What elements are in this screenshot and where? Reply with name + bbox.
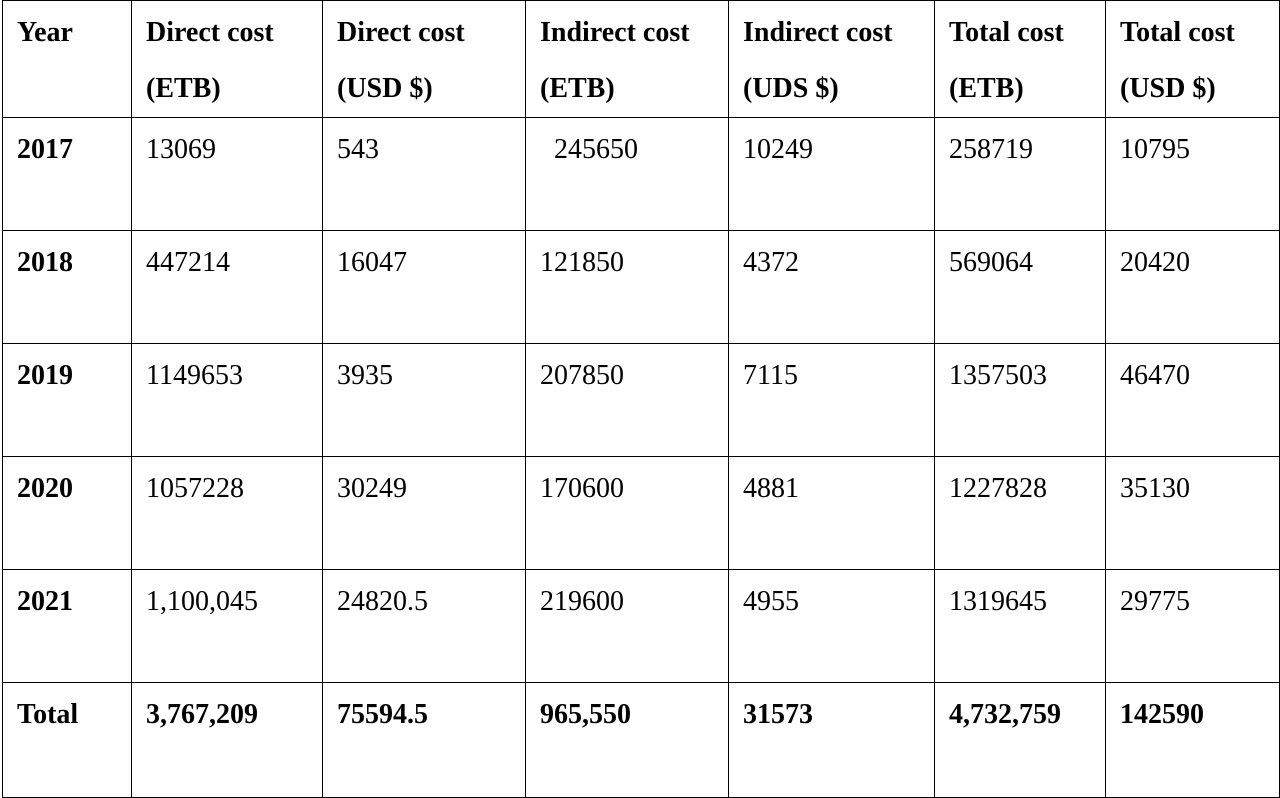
header-row: Year Direct cost (ETB) Direct cost (USD $)… bbox=[2, 0, 1280, 118]
table-row: 2020 1057228 30249 170600 4881 1227828 3… bbox=[2, 456, 1280, 570]
table-row: 2021 1,100,045 24820.5 219600 4955 13196… bbox=[2, 569, 1280, 683]
year-cell: 2021 bbox=[2, 569, 132, 683]
table-cell: 258719 bbox=[934, 117, 1106, 231]
table-cell: 35130 bbox=[1105, 456, 1280, 570]
table-cell: 4955 bbox=[728, 569, 935, 683]
table-cell: 13069 bbox=[131, 117, 323, 231]
header-total-cost-etb: Total cost (ETB) bbox=[934, 0, 1106, 118]
header-direct-cost-etb: Direct cost (ETB) bbox=[131, 0, 323, 118]
table-cell: 1057228 bbox=[131, 456, 323, 570]
header-direct-cost-usd: Direct cost (USD $) bbox=[322, 0, 526, 118]
table-cell: 207850 bbox=[525, 343, 729, 457]
table-cell: 4372 bbox=[728, 230, 935, 344]
table-cell: 3935 bbox=[322, 343, 526, 457]
table-cell: 1357503 bbox=[934, 343, 1106, 457]
header-indirect-cost-usd: Indirect cost (UDS $) bbox=[728, 0, 935, 118]
total-cell: 75594.5 bbox=[322, 682, 526, 798]
table-cell: 1227828 bbox=[934, 456, 1106, 570]
year-cell: 2018 bbox=[2, 230, 132, 344]
header-total-cost-usd: Total cost (USD $) bbox=[1105, 0, 1280, 118]
table-row: 2018 447214 16047 121850 4372 569064 204… bbox=[2, 230, 1280, 344]
table-cell: 30249 bbox=[322, 456, 526, 570]
total-label: Total bbox=[2, 682, 132, 798]
table-cell: 447214 bbox=[131, 230, 323, 344]
table-cell: 543 bbox=[322, 117, 526, 231]
table-cell: 1,100,045 bbox=[131, 569, 323, 683]
table-cell: 1149653 bbox=[131, 343, 323, 457]
header-indirect-cost-etb: Indirect cost (ETB) bbox=[525, 0, 729, 118]
table-cell: 1319645 bbox=[934, 569, 1106, 683]
table-cell: 219600 bbox=[525, 569, 729, 683]
total-cell: 4,732,759 bbox=[934, 682, 1106, 798]
table-cell: 4881 bbox=[728, 456, 935, 570]
table-row: 2019 1149653 3935 207850 7115 1357503 46… bbox=[2, 343, 1280, 457]
table-cell: 7115 bbox=[728, 343, 935, 457]
table-cell: 170600 bbox=[525, 456, 729, 570]
year-cell: 2017 bbox=[2, 117, 132, 231]
year-cell: 2019 bbox=[2, 343, 132, 457]
table-cell: 10795 bbox=[1105, 117, 1280, 231]
table-cell: 20420 bbox=[1105, 230, 1280, 344]
total-cell: 965,550 bbox=[525, 682, 729, 798]
total-row: Total 3,767,209 75594.5 965,550 31573 4,… bbox=[2, 682, 1280, 798]
table-cell: 10249 bbox=[728, 117, 935, 231]
header-year: Year bbox=[2, 0, 132, 118]
table-cell: 121850 bbox=[525, 230, 729, 344]
table-cell: 569064 bbox=[934, 230, 1106, 344]
table-row: 2017 13069 543 245650 10249 258719 10795 bbox=[2, 117, 1280, 231]
year-cell: 2020 bbox=[2, 456, 132, 570]
total-cell: 142590 bbox=[1105, 682, 1280, 798]
table-cell: 16047 bbox=[322, 230, 526, 344]
table-cell: 245650 bbox=[525, 117, 729, 231]
table-cell: 46470 bbox=[1105, 343, 1280, 457]
total-cell: 31573 bbox=[728, 682, 935, 798]
table-cell: 24820.5 bbox=[322, 569, 526, 683]
total-cell: 3,767,209 bbox=[131, 682, 323, 798]
table-cell: 29775 bbox=[1105, 569, 1280, 683]
